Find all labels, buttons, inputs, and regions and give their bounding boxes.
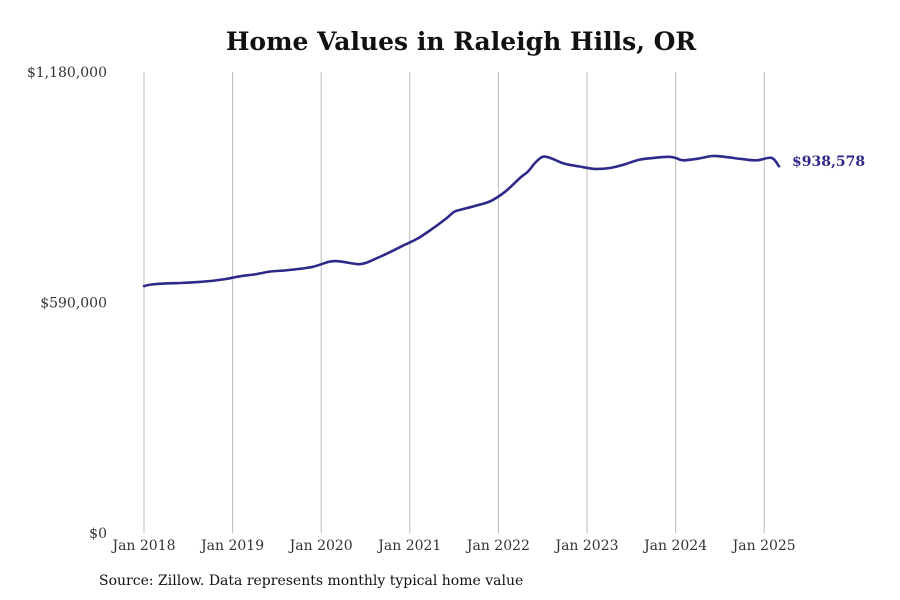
x-tick-label: Jan 2021: [376, 538, 441, 554]
y-tick-label: $590,000: [40, 296, 107, 312]
y-axis-ticks: $0 $590,000 $1,180,000: [27, 65, 107, 542]
x-tick-label: Jan 2019: [199, 538, 264, 554]
end-value-label: $938,578: [792, 154, 865, 170]
chart-title: Home Values in Raleigh Hills, OR: [225, 27, 697, 56]
x-tick-label: Jan 2022: [465, 538, 530, 554]
gridlines: [143, 72, 765, 533]
x-tick-label: Jan 2024: [642, 538, 707, 554]
y-tick-label: $0: [89, 526, 107, 542]
source-note: Source: Zillow. Data represents monthly …: [99, 573, 524, 589]
series-line: [142, 154, 781, 288]
x-tick-label: Jan 2020: [288, 538, 353, 554]
x-tick-label: Jan 2025: [731, 538, 796, 554]
x-tick-label: Jan 2023: [553, 538, 618, 554]
y-tick-label: $1,180,000: [27, 65, 107, 81]
series-group: [142, 154, 781, 288]
data-labels: $938,578: [792, 154, 865, 170]
x-axis-ticks: Jan 2018 Jan 2019 Jan 2020 Jan 2021 Jan 2022…: [110, 538, 795, 554]
x-tick-label: Jan 2018: [110, 538, 175, 554]
